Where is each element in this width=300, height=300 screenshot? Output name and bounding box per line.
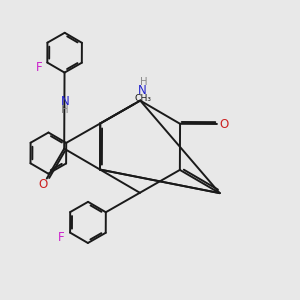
- Text: F: F: [58, 231, 65, 244]
- Text: CH₃: CH₃: [135, 94, 152, 103]
- Text: H: H: [140, 76, 147, 87]
- Text: O: O: [38, 178, 48, 191]
- Text: N: N: [138, 84, 146, 97]
- Text: O: O: [220, 118, 229, 130]
- Text: N: N: [61, 95, 69, 108]
- Text: F: F: [36, 61, 43, 74]
- Text: H: H: [61, 106, 69, 116]
